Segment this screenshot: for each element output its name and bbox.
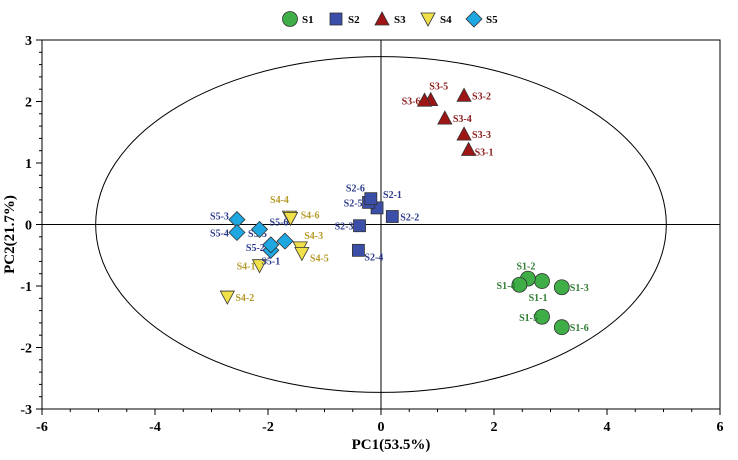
y-tick-label: 2 — [25, 96, 32, 111]
point-label: S5-4 — [210, 228, 229, 239]
data-point — [456, 126, 472, 141]
series-s1: S1-1 S1-2 S1-3 S1-4 S1-5 S1-6 — [497, 262, 589, 336]
data-point — [460, 141, 477, 156]
data-point — [262, 236, 280, 254]
legend-item-s3: S3 — [374, 11, 406, 26]
point-label: S4-5 — [310, 253, 329, 264]
legend-item-s1: S1 — [282, 11, 314, 27]
series-s5: S5-1S5-2S5-3S5-4S5-5S5-6 — [210, 211, 294, 267]
data-point — [456, 87, 472, 102]
legend-marker — [282, 11, 298, 27]
legend-label: S2 — [348, 14, 360, 26]
series-s4: S4-1 S4-2 S4-3 S4-4 S4-5 S4-6 — [219, 195, 329, 305]
legend: S1 S2 S3 S4 S5 — [282, 10, 498, 28]
point-label: S1-6 — [570, 323, 589, 334]
point-label: S3-3 — [472, 130, 491, 141]
y-tick-label: 0 — [25, 219, 32, 234]
x-tick-label: 4 — [604, 420, 611, 435]
point-label: S3-6 — [402, 96, 421, 107]
x-tick-label: -2 — [262, 420, 274, 435]
point-label: S2-1 — [383, 190, 402, 201]
point-label: S1-2 — [516, 262, 535, 273]
data-point — [250, 220, 269, 238]
data-point — [553, 319, 570, 336]
data-point — [364, 192, 378, 206]
legend-item-s2: S2 — [329, 12, 360, 26]
y-tick-label: -2 — [20, 342, 32, 357]
point-label: S1-5 — [519, 313, 538, 324]
series-s3: S3-1 S3-2 S3-3S3-4 S3-5 S3-6 — [402, 82, 494, 159]
point-label: S3-5 — [429, 82, 448, 93]
plot-area: -6 -4 -2 0 2 4 6 -3 -2 -1 0 1 2 3 S1-1 S1-2 S1-3 S1-4 S1-5… — [20, 34, 723, 435]
y-tick-label: -3 — [20, 403, 32, 418]
point-label: S3-4 — [453, 114, 472, 125]
point-label: S4-1 — [237, 262, 256, 273]
point-label: S1-3 — [570, 283, 589, 294]
point-label: S1-4 — [497, 281, 516, 292]
point-label: S2-6 — [346, 184, 365, 195]
data-point — [534, 308, 550, 325]
data-point — [553, 279, 570, 296]
point-label: S2-4 — [364, 252, 383, 263]
point-label: S3-2 — [472, 91, 491, 102]
legend-marker — [465, 10, 483, 28]
point-label: S4-4 — [270, 195, 289, 206]
legend-label: S4 — [440, 14, 452, 26]
point-label: S5-1 — [261, 256, 280, 267]
point-label: S5-6 — [270, 217, 289, 228]
data-point — [534, 273, 550, 289]
data-point — [351, 243, 365, 257]
point-label: S2-3 — [335, 222, 354, 233]
point-label: S2-2 — [400, 213, 419, 224]
legend-marker — [374, 11, 390, 26]
point-label: S4-2 — [235, 293, 254, 304]
data-point — [511, 276, 528, 293]
legend-label: S3 — [394, 14, 406, 26]
x-tick-label: 0 — [378, 420, 385, 435]
x-tick-label: 6 — [717, 420, 724, 435]
legend-item-s4: S4 — [420, 12, 452, 27]
x-tick-label: -6 — [36, 420, 48, 435]
series-s2: S2-1 S2-2 S2-3 S2-4 S2-5 S2-6 — [335, 184, 420, 264]
y-tick-label: 1 — [25, 157, 32, 172]
legend-label: S5 — [486, 14, 498, 26]
data-point — [276, 232, 294, 250]
point-label: S1-1 — [529, 293, 548, 304]
legend-marker — [420, 12, 436, 27]
y-axis-title: PC2(21.7%) — [2, 195, 18, 274]
y-tick-label: 3 — [25, 34, 32, 49]
legend-item-s5: S5 — [465, 10, 498, 28]
data-point — [385, 210, 399, 223]
y-tick-label: -1 — [20, 280, 32, 295]
data-point — [219, 290, 235, 305]
data-point — [282, 211, 299, 227]
x-tick-label: -4 — [149, 420, 161, 435]
data-point — [353, 219, 366, 233]
legend-label: S1 — [302, 14, 314, 26]
point-label: S4-3 — [304, 231, 323, 242]
data-point — [416, 92, 433, 107]
data-point — [437, 110, 453, 125]
data-point — [251, 259, 268, 274]
point-label: S4-6 — [301, 210, 320, 221]
x-axis-title: PC1(53.5%) — [352, 437, 431, 453]
point-label: S3-1 — [475, 147, 494, 158]
legend-marker — [329, 12, 343, 26]
x-tick-label: 2 — [491, 420, 498, 435]
point-label: S5-3 — [210, 212, 229, 223]
point-label: S5-2 — [246, 243, 265, 254]
point-label: S2-5 — [344, 198, 363, 209]
data-point — [228, 223, 246, 242]
data-point — [294, 247, 310, 262]
